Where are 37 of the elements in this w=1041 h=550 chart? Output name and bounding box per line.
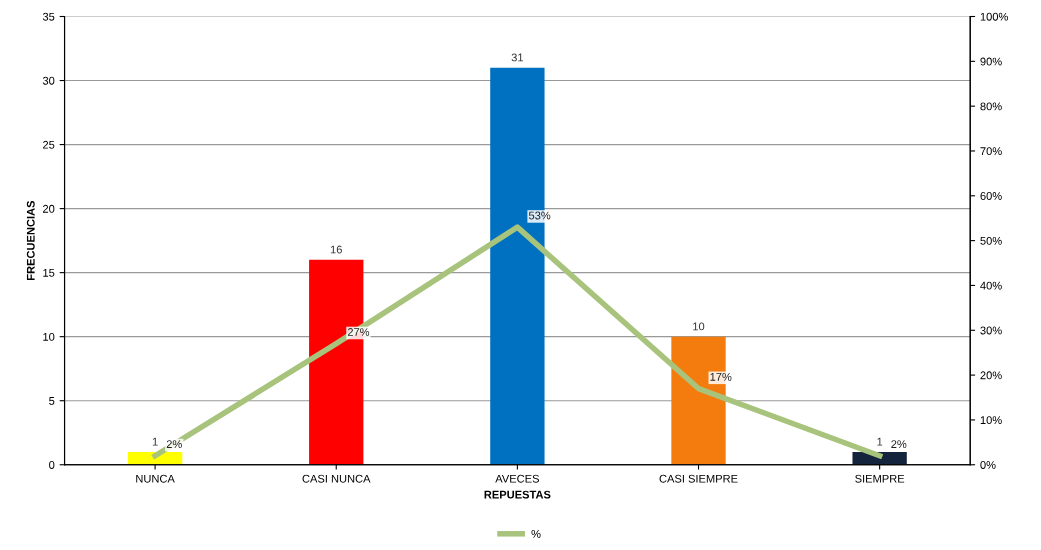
x-tick-label: NUNCA <box>136 474 175 483</box>
data-label: 1 <box>877 437 883 446</box>
y2-tick-label: 70% <box>980 147 1002 156</box>
y-tick-label: 30 <box>42 76 55 85</box>
y-tick-label: 35 <box>42 12 55 21</box>
x-tick-label: AVECES <box>495 474 539 483</box>
y2-tick-label: 20% <box>980 371 1002 380</box>
y2-tick-label: 80% <box>980 102 1002 111</box>
y-tick-label: 5 <box>49 397 55 405</box>
data-label: 2% <box>891 440 907 448</box>
y2-tick-label: 30% <box>980 326 1002 335</box>
legend-label: % <box>531 529 541 538</box>
y2-tick-label: 40% <box>980 281 1002 290</box>
data-label: 27% <box>347 328 370 336</box>
x-tick-label: SIEMPRE <box>855 474 905 483</box>
x-tick-label: CASI NUNCA <box>302 474 371 483</box>
data-label: 17% <box>710 372 732 381</box>
data-label: 16 <box>330 245 342 254</box>
y-tick-label: 20 <box>43 204 55 213</box>
data-label: 10 <box>693 322 705 331</box>
data-label: 53% <box>528 211 551 220</box>
y-tick-label: 10 <box>43 332 55 341</box>
y-tick-label: 25 <box>43 140 55 149</box>
y-tick-label: 0 <box>49 461 55 469</box>
x-tick-label: CASI SIEMPRE <box>659 474 738 483</box>
data-label: 31 <box>511 53 524 62</box>
y2-tick-label: 60% <box>980 192 1002 200</box>
y2-tick-label: 0% <box>980 461 996 469</box>
data-label: 1 <box>152 437 158 446</box>
y2-tick-label: 10% <box>980 416 1002 425</box>
y-tick-label: 15 <box>43 269 55 277</box>
y2-tick-label: 100% <box>980 12 1008 21</box>
y-axis-title: FRECUENCIAS <box>26 200 35 281</box>
y2-tick-label: 50% <box>980 236 1002 245</box>
y2-tick-label: 90% <box>980 57 1002 66</box>
x-axis-title: REPUESTAS <box>484 490 551 499</box>
data-label: 2% <box>166 440 182 448</box>
